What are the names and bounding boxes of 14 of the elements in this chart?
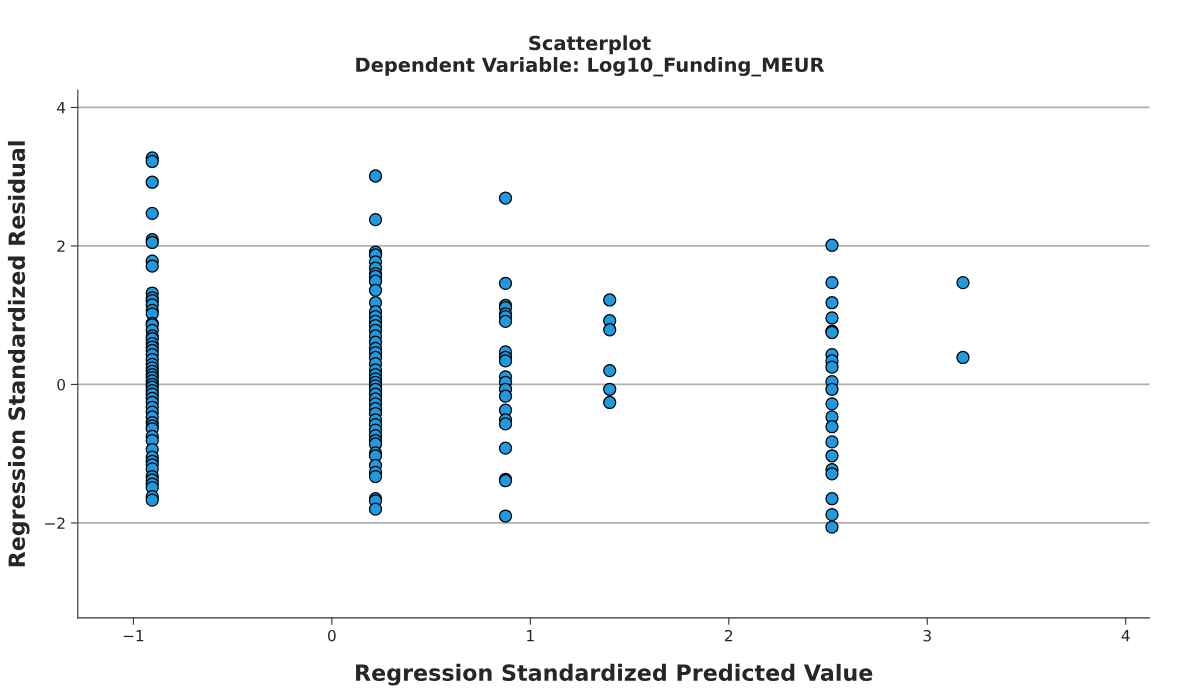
y-tick-label: 0: [57, 378, 65, 391]
y-axis-title: Regression Standardized Residual: [7, 141, 30, 567]
y-tick-label: 2: [57, 240, 65, 252]
x-tick-label: 3: [923, 629, 931, 642]
x-tick-label: −1: [123, 630, 144, 642]
x-tick-label: 0: [328, 629, 336, 642]
x-tick-label: 4: [1121, 630, 1130, 642]
chart-subtitle: Dependent Variable: Log10_Funding_MEUR: [356, 57, 825, 77]
x-tick-label: 1: [527, 630, 534, 642]
x-tick-label: 2: [725, 629, 733, 642]
y-tick-label: 4: [57, 102, 66, 114]
chart-title: Scatterplot: [529, 35, 651, 55]
y-tick-label: −2: [45, 517, 65, 529]
x-axis-title: Regression Standardized Predicted Value: [356, 663, 873, 686]
